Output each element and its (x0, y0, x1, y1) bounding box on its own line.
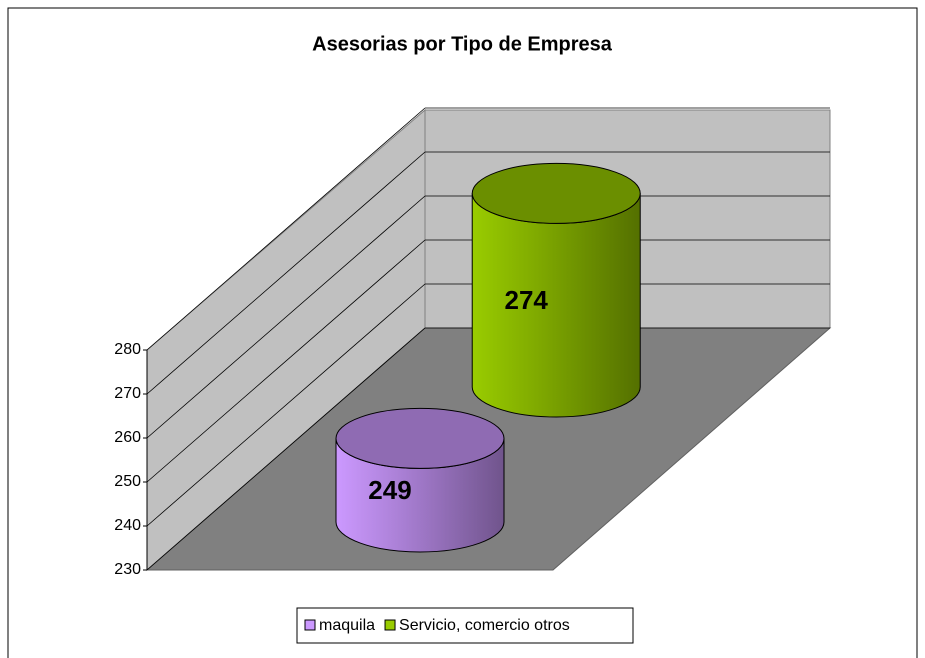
y-tick-label: 230 (114, 561, 141, 578)
chart-title: Asesorias por Tipo de Empresa (312, 33, 613, 55)
grid-line (146, 151, 426, 395)
data-label: 274 (505, 285, 549, 315)
y-tick-label: 250 (114, 473, 141, 490)
cylinder (335, 407, 505, 553)
cylinder-top (471, 162, 641, 224)
cylinder-body (471, 193, 641, 418)
y-tick-label: 240 (114, 517, 141, 534)
legend-swatch (384, 619, 396, 631)
y-tick-label: 270 (114, 385, 141, 402)
grid-line (146, 195, 426, 439)
data-label: 249 (368, 475, 411, 505)
legend-label: maquila (319, 617, 375, 634)
grid-line (146, 239, 426, 483)
legend-label: Servicio, comercio otros (399, 617, 570, 634)
y-tick-label: 260 (114, 429, 141, 446)
legend-swatch (304, 619, 316, 631)
cylinder (471, 162, 641, 418)
legend (296, 607, 634, 644)
cylinder-top (335, 407, 505, 469)
grid-line (146, 107, 426, 351)
grid-line (146, 283, 426, 527)
y-tick-label: 280 (114, 341, 141, 358)
grid-line (146, 327, 426, 571)
